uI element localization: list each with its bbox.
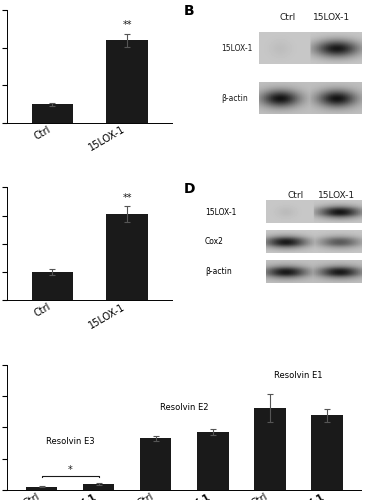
Text: 15LOX-1: 15LOX-1 (313, 14, 350, 22)
Text: 15LOX-1: 15LOX-1 (318, 190, 355, 200)
Bar (266, 201, 361, 224)
Text: B: B (184, 4, 194, 18)
Text: 15LOX-1: 15LOX-1 (205, 208, 236, 216)
Bar (107, 40, 148, 123)
Bar (266, 230, 361, 253)
Bar (140, 438, 172, 490)
Text: Resolvin E1: Resolvin E1 (274, 371, 323, 380)
Text: Resolvin E3: Resolvin E3 (46, 437, 95, 446)
Text: Resolvin E2: Resolvin E2 (160, 402, 208, 411)
Text: β-actin: β-actin (222, 94, 248, 102)
Bar (197, 432, 228, 490)
Bar (254, 408, 286, 490)
Bar (259, 82, 361, 114)
Text: *: * (68, 466, 73, 475)
Text: 15LOX-1: 15LOX-1 (222, 44, 253, 53)
Bar (266, 260, 361, 283)
Bar (32, 272, 73, 300)
Text: D: D (184, 182, 195, 196)
Text: **: ** (122, 20, 132, 30)
Bar (83, 484, 114, 490)
Text: β-actin: β-actin (205, 268, 232, 276)
Text: Ctrl: Ctrl (279, 14, 295, 22)
Bar (259, 32, 361, 64)
Text: **: ** (122, 193, 132, 203)
Bar (107, 214, 148, 300)
Text: Ctrl: Ctrl (287, 190, 304, 200)
Bar (311, 416, 343, 490)
Bar (32, 104, 73, 123)
Text: Cox2: Cox2 (205, 237, 224, 246)
Bar (26, 487, 57, 490)
